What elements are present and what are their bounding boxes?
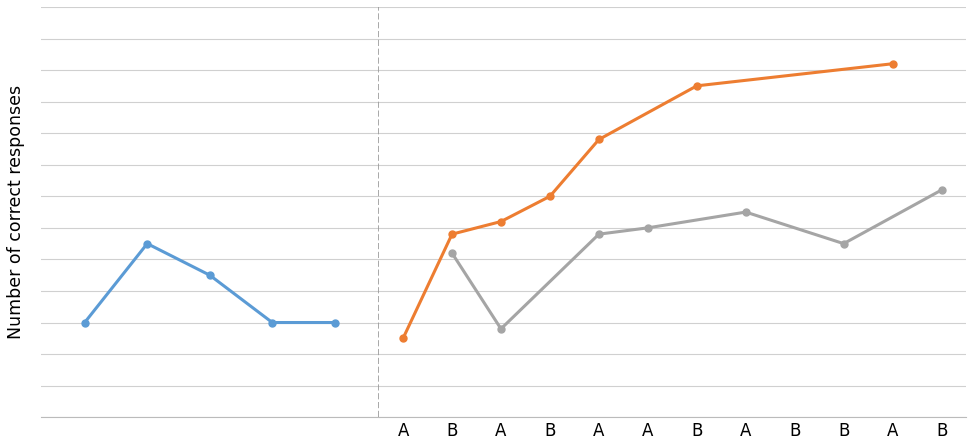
Y-axis label: Number of correct responses: Number of correct responses [7,85,25,339]
